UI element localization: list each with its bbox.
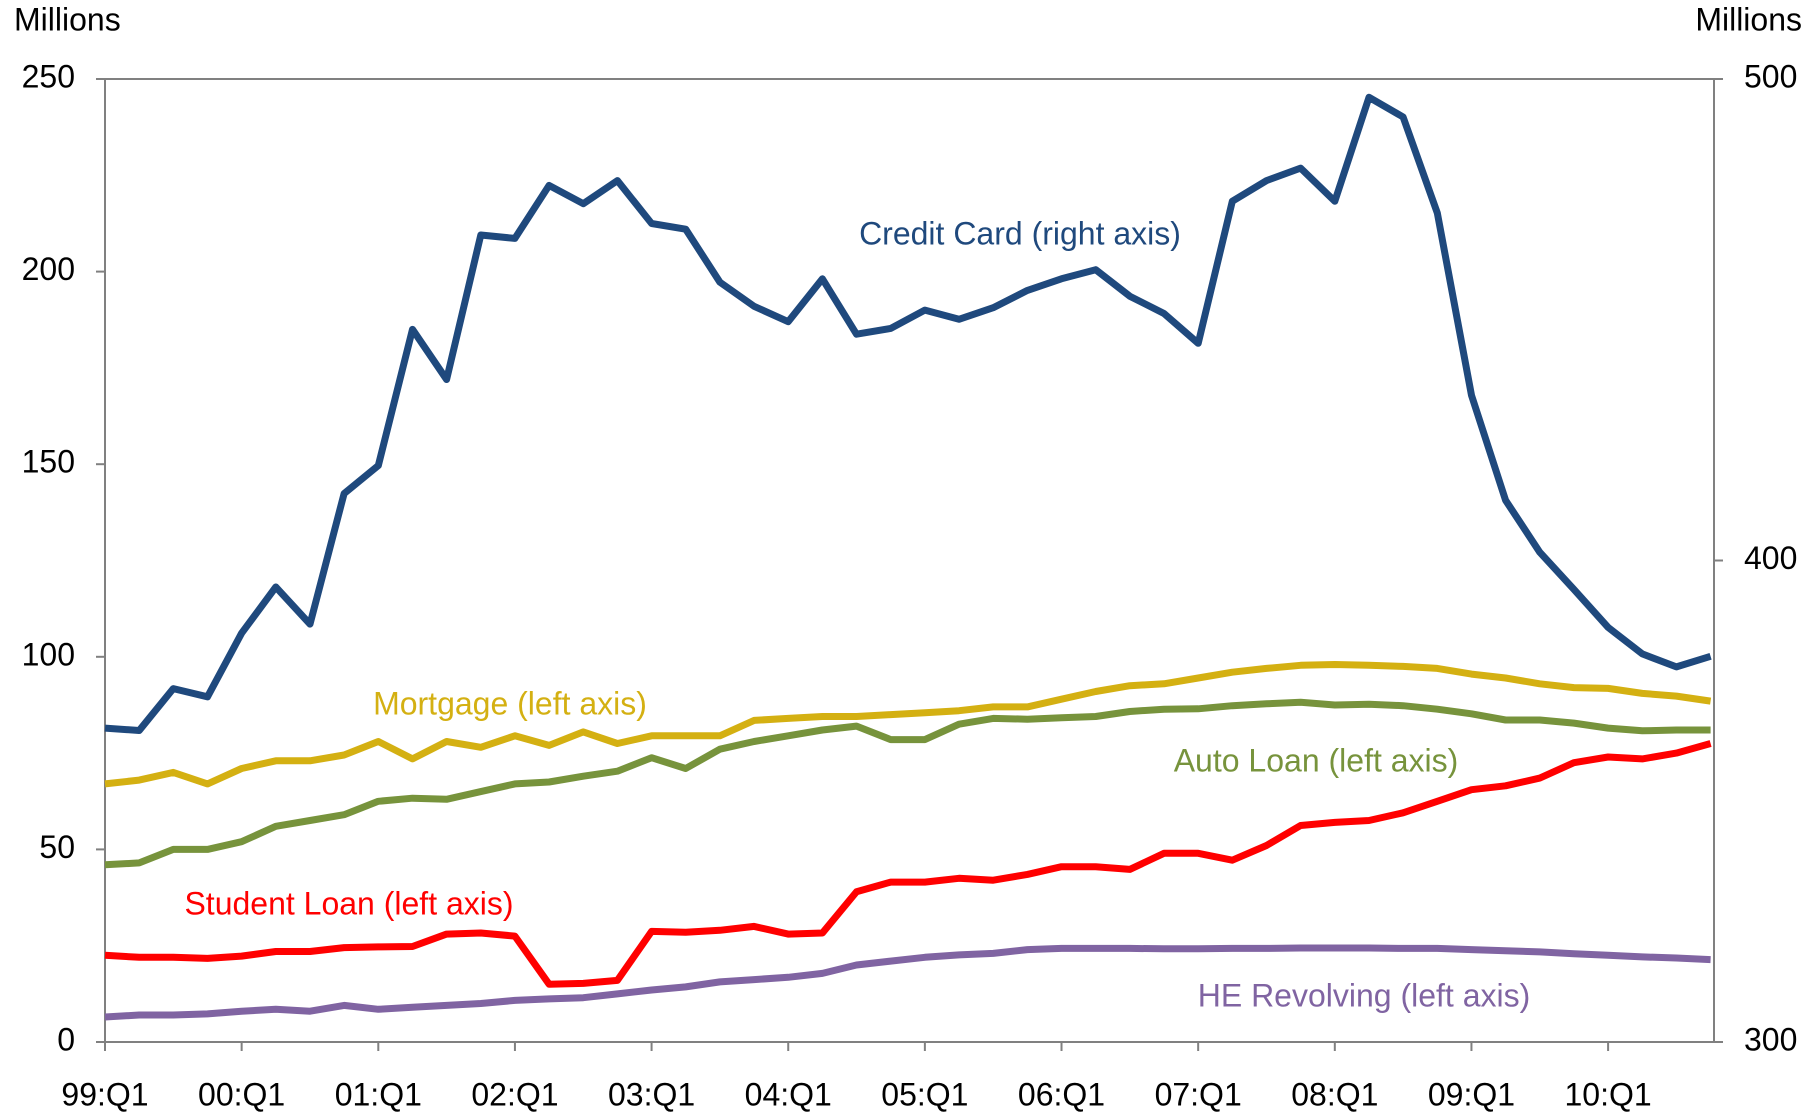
y-tick-label: 250 (22, 58, 75, 94)
y-tick-label: 200 (22, 251, 75, 287)
y-tick-label: 100 (22, 636, 75, 672)
series-label: Credit Card (right axis) (859, 215, 1181, 251)
y2-axis-title: Millions (1695, 1, 1802, 37)
x-tick-label: 03:Q1 (608, 1076, 695, 1112)
series-label: Student Loan (left axis) (184, 885, 513, 921)
x-tick-label: 01:Q1 (335, 1076, 422, 1112)
series-label: Mortgage (left axis) (373, 685, 647, 721)
y-axis-title: Millions (14, 1, 121, 37)
series-label: Auto Loan (left axis) (1174, 742, 1459, 778)
series-line (104, 944, 1711, 1021)
series-line (104, 740, 1712, 988)
x-tick-label: 00:Q1 (198, 1076, 285, 1112)
series-line (104, 661, 1712, 788)
x-tick-label: 10:Q1 (1565, 1076, 1652, 1112)
y-tick-label: 0 (57, 1021, 75, 1057)
series-label: HE Revolving (left axis) (1198, 977, 1531, 1013)
x-tick-label: 07:Q1 (1155, 1076, 1242, 1112)
y2-tick-label: 400 (1744, 540, 1797, 576)
x-tick-label: 09:Q1 (1428, 1076, 1515, 1112)
y-tick-label: 150 (22, 444, 75, 480)
y-tick-label: 50 (39, 829, 75, 865)
x-tick-label: 04:Q1 (745, 1076, 832, 1112)
x-tick-label: 05:Q1 (881, 1076, 968, 1112)
series-line (104, 698, 1711, 869)
y2-tick-label: 300 (1744, 1021, 1797, 1057)
x-tick-label: 06:Q1 (1018, 1076, 1105, 1112)
x-tick-label: 08:Q1 (1291, 1076, 1378, 1112)
y2-tick-label: 500 (1744, 58, 1797, 94)
x-tick-label: 02:Q1 (471, 1076, 558, 1112)
series-line (104, 93, 1712, 734)
x-tick-label: 99:Q1 (61, 1076, 148, 1112)
